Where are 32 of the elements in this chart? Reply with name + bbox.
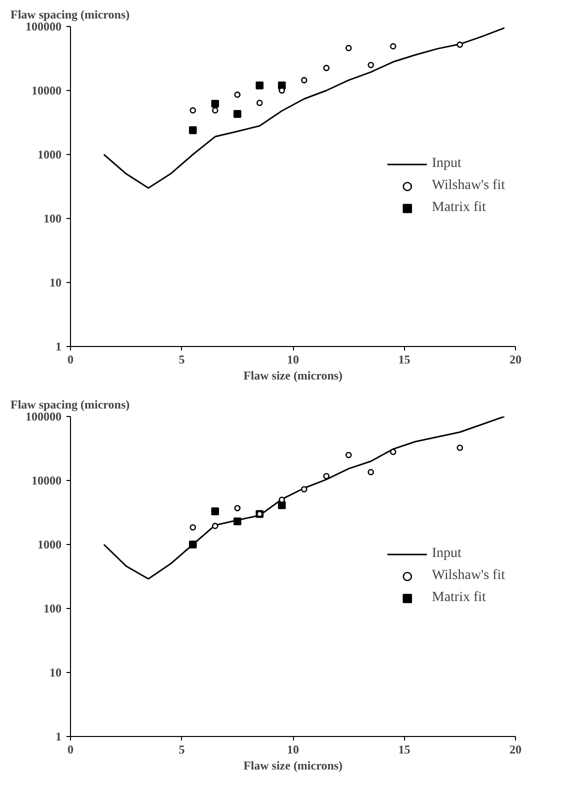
y-tick-label: 100 [44,602,62,616]
x-tick-label: 5 [178,352,185,366]
legend-label: Input [432,156,462,172]
y-tick-label: 100000 [26,20,62,34]
x-tick-label: 10 [287,352,299,366]
x-tick-label: 20 [510,352,522,366]
y-tick-label: 10 [50,666,62,680]
x-tick-label: 20 [510,742,522,756]
y-tick-label: 1 [56,730,62,744]
legend-label: Matrix fit [432,200,486,216]
x-tick-label: 10 [287,742,299,756]
x-tick-label: 15 [398,742,410,756]
y-tick-label: 1000 [38,538,62,552]
y-tick-label: 1000 [38,148,62,162]
x-tick-label: 0 [68,742,74,756]
y-tick-label: 10000 [32,474,62,488]
y-tick-label: 1 [56,340,62,354]
x-tick-label: 0 [68,352,74,366]
legend-label: Matrix fit [432,590,486,606]
legend-label: Wilshaw's fit [432,178,505,194]
legend-label: Input [432,546,462,562]
y-tick-label: 100 [44,212,62,226]
y-axis-title: Flaw spacing (microns) [10,398,130,412]
y-tick-label: 10 [50,276,62,290]
y-tick-label: 100000 [26,410,62,424]
y-tick-label: 10000 [32,84,62,98]
y-axis-title: Flaw spacing (microns) [10,8,130,22]
x-tick-label: 5 [178,742,185,756]
x-axis-title: Flaw size (microns) [243,368,343,382]
x-tick-label: 15 [398,352,410,366]
x-axis-title: Flaw size (microns) [243,758,343,772]
legend-label: Wilshaw's fit [432,568,505,584]
